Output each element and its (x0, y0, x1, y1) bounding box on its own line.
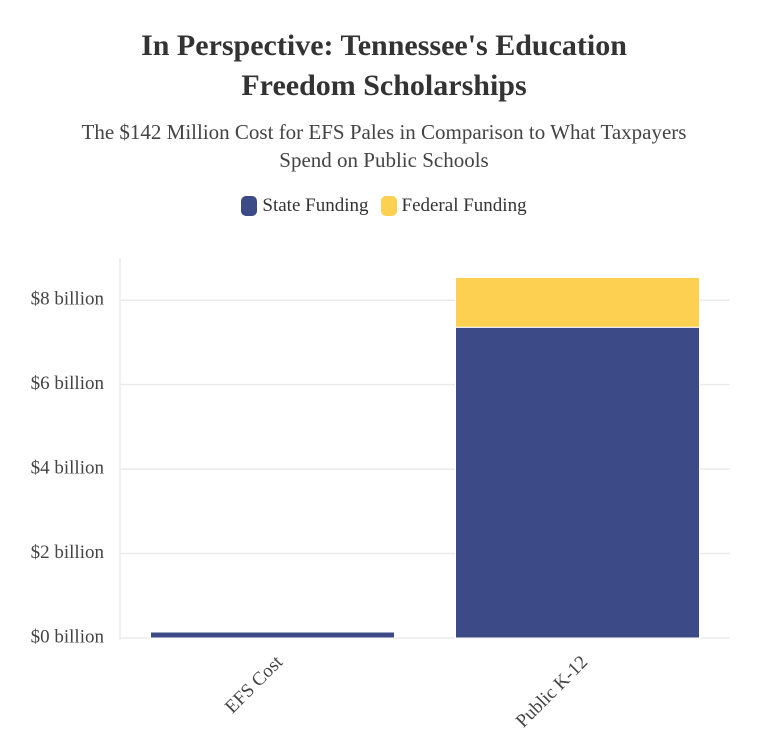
legend-swatch (241, 196, 258, 216)
x-tick-label: EFS Cost (221, 651, 288, 718)
x-tick-label: Public K-12 (512, 652, 592, 732)
chart-subtitle: The $142 Million Cost for EFS Pales in C… (81, 120, 687, 172)
y-tick-label: $4 billion (31, 457, 105, 478)
chart-title: In Perspective: Tennessee's Education Fr… (141, 29, 627, 102)
legend-label: State Funding (262, 195, 369, 216)
bar-segment (150, 631, 395, 639)
legend-swatch (380, 196, 397, 216)
y-tick-label: $0 billion (31, 626, 105, 647)
legend-item: Federal Funding (380, 195, 527, 217)
legend-item: State Funding (241, 195, 369, 217)
legend: State Funding Federal Funding (0, 195, 768, 217)
y-tick-label: $8 billion (31, 289, 105, 310)
y-tick-label: $6 billion (31, 373, 105, 394)
bar-segment (455, 326, 700, 639)
y-tick-label: $2 billion (31, 542, 105, 563)
bar-segment (455, 276, 700, 328)
legend-label: Federal Funding (401, 195, 527, 216)
